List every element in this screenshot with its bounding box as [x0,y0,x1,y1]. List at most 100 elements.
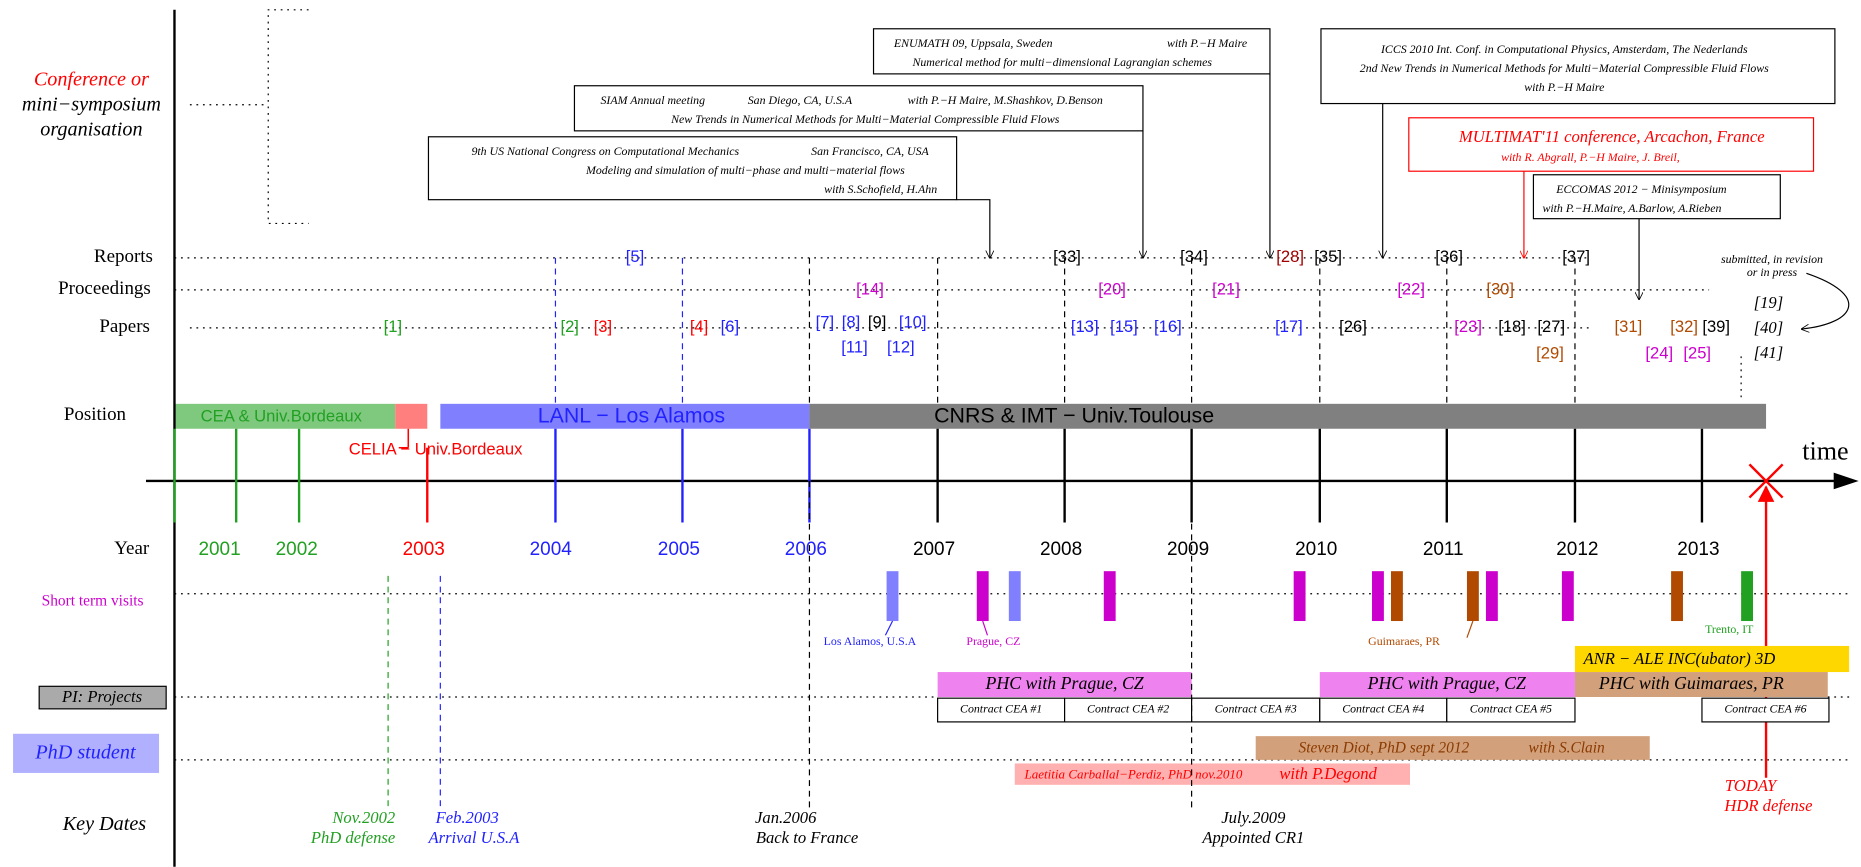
visit-bar [1391,571,1403,622]
label: organisation [40,118,142,140]
year-label: 2008 [1040,539,1082,560]
label: Guimaraes, PR [1368,634,1440,648]
label: time [1802,437,1848,466]
label: mini−symposium [22,94,161,116]
label: SIAM Annual meeting [601,93,706,107]
label: with P.−H Maire [1524,80,1604,94]
visit-bar [1008,571,1021,622]
line [1748,463,1784,499]
proceeding-ref: [20] [1098,279,1126,298]
label: PI: Projects [61,687,142,706]
year-label: 2001 [198,539,240,560]
conference-box [573,85,1144,132]
year-label: 2006 [785,539,827,560]
visit-bar [886,571,899,622]
label: 9th US National Congress on Computationa… [471,144,739,158]
label: Contract CEA #5 [1470,702,1552,716]
paper-ref: [8] [842,313,860,332]
year-label: 2012 [1556,539,1598,560]
label: HDR defense [1723,796,1812,815]
submitted-ref: [41] [1754,343,1784,362]
visit-bar [1671,571,1683,622]
report-ref: [28] [1276,247,1304,266]
report-ref: [5] [626,247,644,266]
label: Contract CEA #4 [1342,702,1424,716]
visit-bar [1372,571,1384,622]
label: Position [64,404,127,425]
position-bar [440,403,810,429]
conference-box [1320,28,1836,105]
year-label: 2011 [1423,539,1464,560]
label: Jan.2006 [755,808,817,827]
visit-bar [976,571,989,622]
paper-ref: [3] [594,317,612,336]
report-ref: [36] [1435,247,1463,266]
label: submitted, in revision [1721,252,1823,266]
label: with S.Clain [1529,740,1605,757]
paper-ref: [4] [690,317,708,336]
label: Contract CEA #3 [1215,702,1297,716]
year-label: 2013 [1677,539,1719,560]
paper-ref: [31] [1615,317,1643,336]
report-ref: [37] [1562,247,1590,266]
visit-bar [1485,571,1498,622]
project-bar [937,672,1192,697]
label: ANR − ALE INC(ubator) 3D [1583,649,1776,668]
label: Contract CEA #6 [1724,702,1806,716]
paper-ref: [16] [1154,317,1182,336]
conference-box [427,136,958,201]
label: Modeling and simulation of multi−phase a… [585,163,905,177]
paper-ref: [6] [721,317,739,336]
submitted-ref: [40] [1754,318,1784,337]
label: with P.Degond [1279,764,1377,783]
paper-ref: [1] [384,317,402,336]
label: Appointed CR1 [1201,828,1304,847]
label: or in press [1747,265,1798,279]
visit-bar [1293,571,1306,622]
label: San Diego, CA, U.S.A [748,93,853,107]
bracket [267,9,309,225]
paper-ref: [9] [868,313,886,332]
label: LANL − Los Alamos [538,404,725,428]
phd-bar [1255,736,1650,760]
paper-ref: [27] [1537,317,1565,336]
label: with R. Abgrall, P.−H Maire, J. Breil, [1501,150,1680,164]
label: 2nd New Trends in Numerical Methods for … [1360,61,1769,75]
label: with P.−H.Maire, A.Barlow, A.Rieben [1542,201,1721,215]
proceeding-ref: [30] [1486,279,1514,298]
label: Numerical method for multi−dimensional L… [911,55,1212,69]
label: Short term visits [42,593,144,610]
contract-box [1446,697,1576,723]
paper-ref: [23] [1454,317,1482,336]
label: Steven Diot, PhD sept 2012 [1299,740,1470,757]
pi-box [38,685,167,710]
label: Trento, IT [1705,622,1754,636]
label: with P.−H Maire [1167,36,1247,50]
label: PhD defense [310,828,395,847]
label: Papers [99,316,150,337]
label: Contract CEA #1 [960,702,1042,716]
label: ENUMATH 09, Uppsala, Sweden [893,36,1053,50]
paper-ref: [13] [1071,317,1099,336]
paper-ref: [18] [1498,317,1526,336]
axis-arrow [1833,472,1859,490]
label: PHC with Prague, CZ [985,673,1145,693]
phd-box [13,733,160,773]
visit-bar [1103,571,1116,622]
paper-ref: [2] [560,317,578,336]
label: Prague, CZ [966,634,1020,648]
paper-ref: [12] [887,337,915,356]
label: Contract CEA #2 [1087,702,1169,716]
proceeding-ref: [22] [1397,279,1425,298]
label: PHC with Guimaraes, PR [1598,673,1784,693]
label: Nov.2002 [331,808,395,827]
year-label: 2010 [1295,539,1337,560]
label: CEA & Univ.Bordeaux [201,406,363,425]
position-bar [174,403,396,429]
label: MULTIMAT'11 conference, Arcachon, France [1458,127,1765,146]
paper-ref: [32] [1670,317,1698,336]
proceeding-ref: [21] [1212,279,1240,298]
paper-ref: [29] [1536,343,1564,362]
paper-ref: [26] [1339,317,1367,336]
